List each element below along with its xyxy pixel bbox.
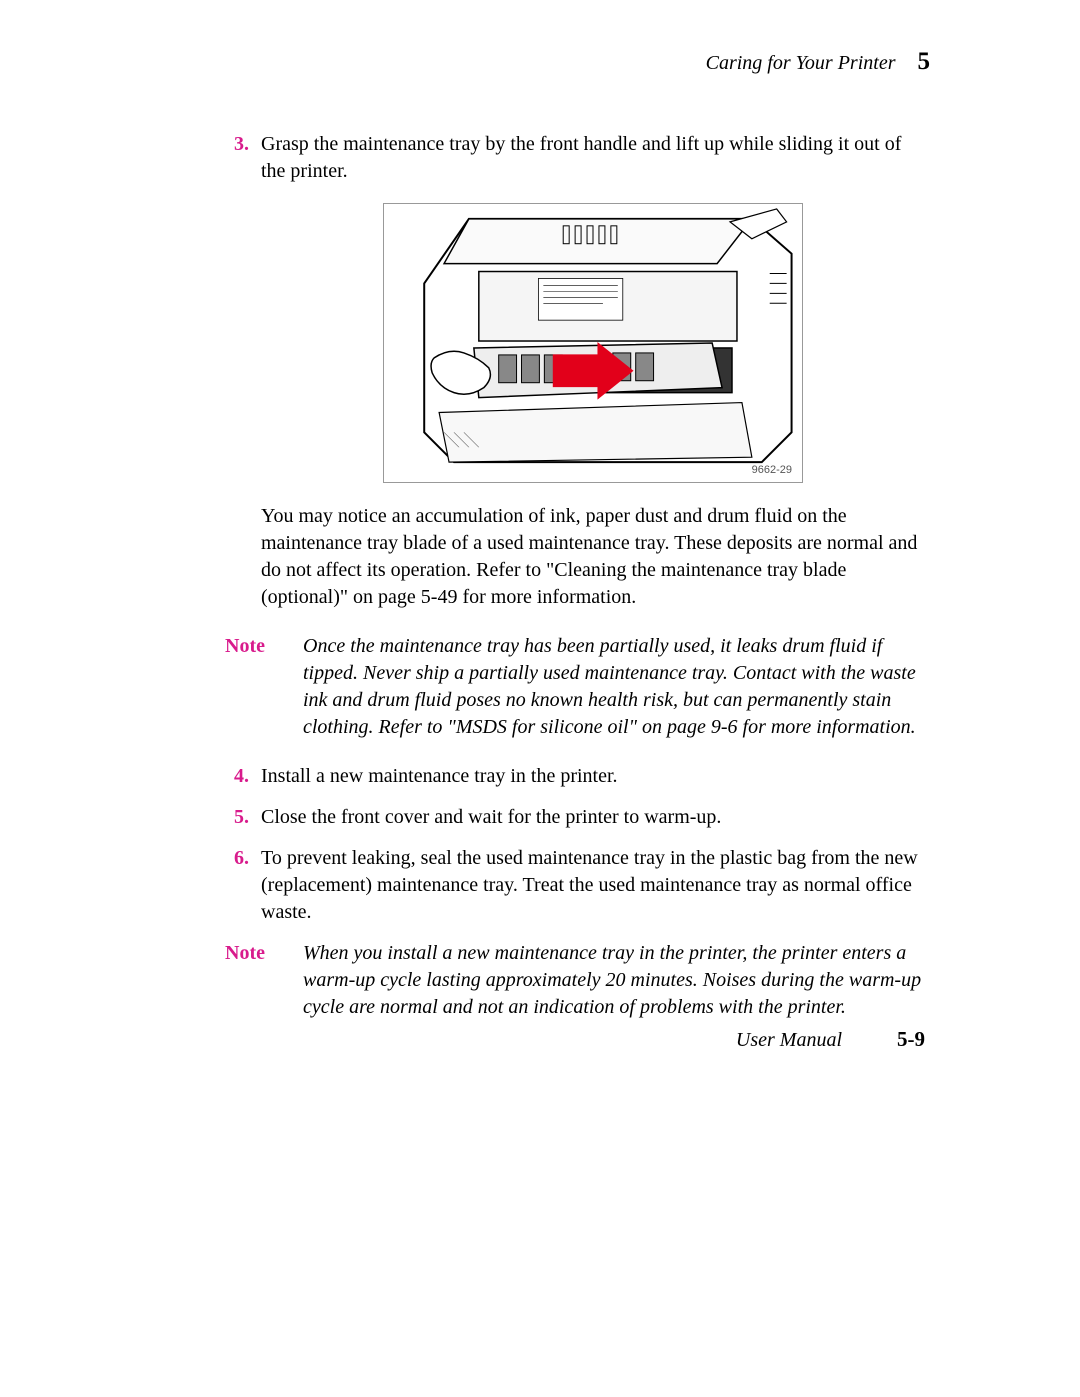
step-text: Grasp the maintenance tray by the front … (261, 131, 925, 185)
note-1: Note Once the maintenance tray has been … (225, 633, 925, 741)
paragraph-info: You may notice an accumulation of ink, p… (261, 503, 925, 611)
page-footer: User Manual 5-9 (736, 1027, 925, 1052)
step-text: Close the front cover and wait for the p… (261, 804, 925, 831)
note-label: Note (225, 633, 303, 741)
note-2: Note When you install a new maintenance … (225, 940, 925, 1021)
header-title: Caring for Your Printer (706, 52, 896, 75)
page-number: 5-9 (897, 1027, 925, 1052)
step-number: 3. (225, 131, 261, 185)
page-header: Caring for Your Printer 5 (135, 48, 945, 76)
step-4: 4. Install a new maintenance tray in the… (225, 763, 925, 790)
printer-illustration: 9662-29 (383, 203, 803, 483)
note-text: Once the maintenance tray has been parti… (303, 633, 925, 741)
chapter-number: 5 (918, 48, 931, 76)
step-6: 6. To prevent leaking, seal the used mai… (225, 845, 925, 926)
step-text: To prevent leaking, seal the used mainte… (261, 845, 925, 926)
step-number: 4. (225, 763, 261, 790)
step-5: 5. Close the front cover and wait for th… (225, 804, 925, 831)
step-3: 3. Grasp the maintenance tray by the fro… (225, 131, 925, 185)
step-number: 5. (225, 804, 261, 831)
note-label: Note (225, 940, 303, 1021)
note-text: When you install a new maintenance tray … (303, 940, 925, 1021)
step-text: Install a new maintenance tray in the pr… (261, 763, 925, 790)
figure-label: 9662-29 (752, 464, 792, 476)
printer-svg (384, 204, 802, 482)
step-number: 6. (225, 845, 261, 926)
footer-title: User Manual (736, 1029, 842, 1052)
figure-container: 9662-29 (261, 203, 925, 483)
content-area: 3. Grasp the maintenance tray by the fro… (135, 131, 945, 1021)
